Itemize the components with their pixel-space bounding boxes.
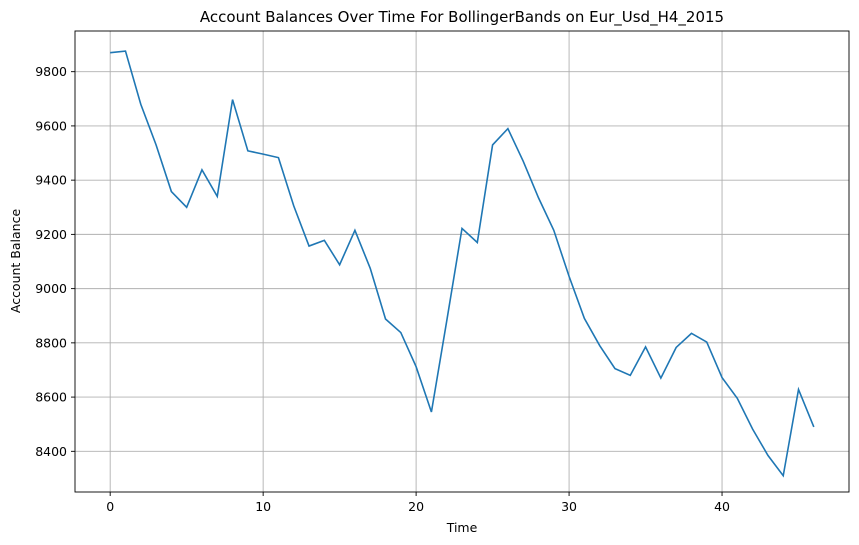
y-tick-label: 9800 <box>35 64 67 79</box>
x-tick-label: 20 <box>408 499 424 514</box>
y-tick-label: 9400 <box>35 173 67 188</box>
x-axis-label: Time <box>446 520 478 535</box>
y-tick-label: 8400 <box>35 444 67 459</box>
y-tick-label: 9600 <box>35 118 67 133</box>
grid-layer <box>75 31 849 492</box>
x-tick-label: 10 <box>255 499 271 514</box>
y-tick-label: 9000 <box>35 281 67 296</box>
y-tick-label: 8800 <box>35 335 67 350</box>
series-line <box>110 50 815 478</box>
x-tick-label: 30 <box>561 499 577 514</box>
y-tick-label: 9200 <box>35 227 67 242</box>
y-axis-label: Account Balance <box>8 209 23 314</box>
x-tick-label: 0 <box>106 499 114 514</box>
x-tick-label: 40 <box>714 499 730 514</box>
y-tick-label: 8600 <box>35 390 67 405</box>
plot-frame <box>74 30 850 493</box>
tick-layer: 0 10 20 30 40 8400 8600 8800 9000 9200 9400 9600 980… <box>35 64 730 514</box>
chart-title: Account Balances Over Time For Bollinger… <box>200 8 724 27</box>
